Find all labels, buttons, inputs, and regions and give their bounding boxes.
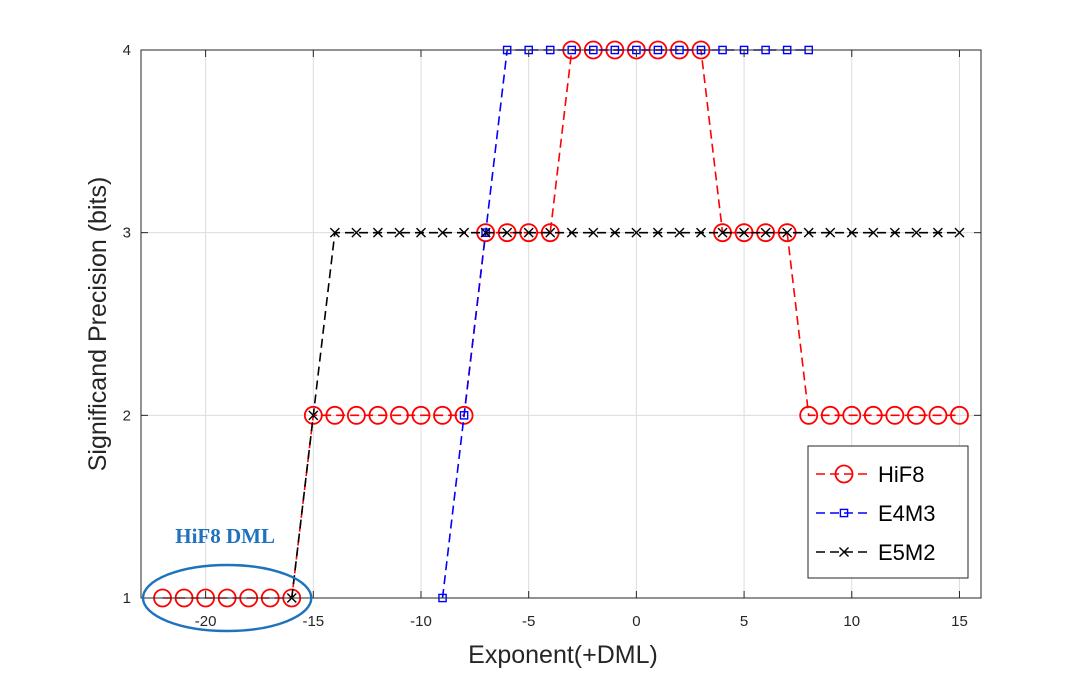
x-tick-label: -15	[302, 613, 324, 630]
data-point-hif8	[906, 405, 926, 425]
data-point-e5m2	[545, 227, 556, 238]
data-point-e5m2	[911, 227, 922, 238]
data-point-hif8	[885, 405, 905, 425]
y-tick-label: 2	[123, 407, 131, 424]
legend-item-hif8: HiF8	[816, 462, 924, 487]
data-point-e5m2	[523, 227, 534, 238]
y-tick-label: 1	[123, 590, 131, 607]
data-point-e5m2	[717, 227, 728, 238]
y-tick-label: 4	[123, 42, 131, 59]
x-tick-label: -10	[410, 613, 432, 630]
data-point-e5m2	[416, 227, 426, 238]
data-point-e5m2	[652, 227, 663, 238]
data-point-hif8	[799, 405, 819, 425]
data-point-e5m2	[631, 227, 642, 238]
data-point-e5m2	[932, 227, 943, 238]
x-tick-label: 10	[843, 613, 860, 630]
x-tick-label: -20	[195, 613, 217, 630]
x-tick-label: 15	[951, 613, 968, 630]
y-tick-label: 3	[123, 225, 131, 242]
legend-item-e4m3: E4M3	[816, 501, 935, 526]
x-axis-label: Exponent(+DML)	[468, 641, 658, 669]
data-point-e5m2	[609, 227, 620, 238]
data-point-e5m2	[437, 227, 448, 238]
data-point-e5m2	[868, 227, 879, 238]
data-point-e5m2	[825, 227, 836, 238]
data-point-e5m2	[502, 227, 513, 238]
data-point-hif8	[411, 405, 431, 425]
data-point-hif8	[433, 405, 452, 425]
annotation: HiF8 DML	[141, 524, 313, 633]
data-point-e5m2	[480, 227, 491, 238]
data-point-e5m2	[739, 227, 750, 238]
annotation-label: HiF8 DML	[175, 524, 275, 548]
data-point-hif8	[454, 405, 474, 425]
legend-marker	[839, 547, 849, 557]
x-tick-label: -5	[522, 613, 535, 630]
legend-marker	[834, 464, 854, 484]
legend-label: HiF8	[878, 462, 924, 487]
data-point-e5m2	[308, 410, 319, 421]
plot-frame	[140, 49, 982, 599]
data-point-e5m2	[372, 227, 383, 238]
data-point-e5m2	[394, 227, 405, 238]
data-point-e5m2	[782, 227, 793, 238]
series-line-e5m2	[290, 231, 960, 599]
data-point-e4m3	[459, 411, 469, 420]
data-point-e5m2	[329, 227, 340, 238]
data-point-hif8	[950, 405, 969, 425]
data-point-e5m2	[954, 227, 965, 238]
series-e5m2	[286, 227, 965, 603]
data-point-hif8	[346, 405, 366, 425]
x-tick-label: 0	[632, 613, 640, 630]
data-point-hif8	[325, 405, 345, 425]
annotation-ellipse	[141, 563, 313, 633]
data-point-e5m2	[459, 227, 470, 238]
data-point-hif8	[390, 405, 409, 425]
legend-label: E5M2	[878, 540, 935, 565]
data-point-hif8	[863, 405, 883, 425]
data-point-hif8	[303, 405, 323, 425]
legend-item-e5m2: E5M2	[816, 540, 935, 565]
y-axis-label: Significand Precision (bits)	[84, 177, 112, 472]
legend: HiF8 E4M3 E5M2	[807, 445, 969, 579]
data-point-e5m2	[674, 227, 685, 238]
data-point-e5m2	[803, 227, 814, 238]
data-point-e5m2	[566, 227, 577, 238]
legend-box	[807, 445, 969, 579]
legend-label: E4M3	[878, 501, 935, 526]
data-point-hif8	[368, 405, 388, 425]
data-point-e5m2	[889, 227, 900, 238]
data-point-hif8	[820, 405, 840, 425]
data-point-e5m2	[760, 227, 771, 238]
axes: -20 -15 -10 -5 0 5 10 15 1 2 3 4	[123, 42, 981, 630]
data-point-hif8	[842, 405, 862, 425]
data-point-e5m2	[588, 227, 599, 238]
legend-marker	[839, 508, 849, 518]
data-point-e5m2	[351, 227, 362, 238]
x-tick-label: 5	[740, 613, 748, 630]
data-point-hif8	[928, 405, 948, 425]
data-point-e5m2	[696, 227, 706, 238]
data-point-e5m2	[846, 227, 857, 238]
